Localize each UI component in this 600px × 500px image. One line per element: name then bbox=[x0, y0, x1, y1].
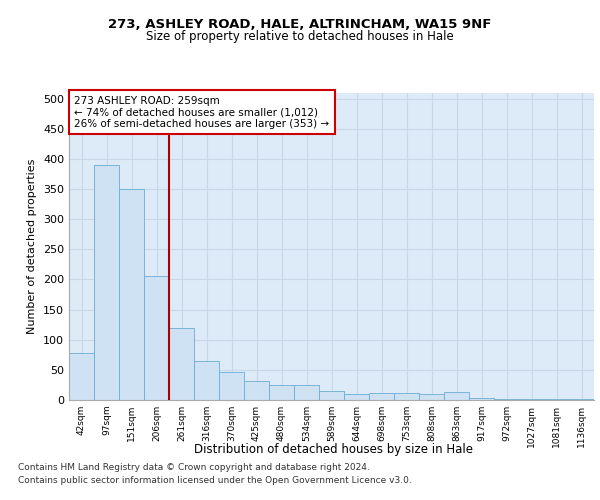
Text: Contains public sector information licensed under the Open Government Licence v3: Contains public sector information licen… bbox=[18, 476, 412, 485]
Bar bbox=[119, 189, 144, 400]
Bar bbox=[444, 392, 469, 400]
Bar bbox=[344, 394, 369, 400]
Bar bbox=[144, 276, 169, 400]
Bar bbox=[419, 394, 444, 400]
Text: 273 ASHLEY ROAD: 259sqm
← 74% of detached houses are smaller (1,012)
26% of semi: 273 ASHLEY ROAD: 259sqm ← 74% of detache… bbox=[74, 96, 329, 129]
Bar bbox=[294, 385, 319, 400]
Bar bbox=[69, 353, 94, 400]
Bar bbox=[169, 328, 194, 400]
Text: Distribution of detached houses by size in Hale: Distribution of detached houses by size … bbox=[194, 442, 473, 456]
Bar bbox=[269, 385, 294, 400]
Text: Contains HM Land Registry data © Crown copyright and database right 2024.: Contains HM Land Registry data © Crown c… bbox=[18, 462, 370, 471]
Bar bbox=[369, 393, 394, 400]
Bar bbox=[469, 398, 494, 400]
Bar bbox=[519, 399, 544, 400]
Y-axis label: Number of detached properties: Number of detached properties bbox=[28, 158, 37, 334]
Bar bbox=[319, 391, 344, 400]
Text: Size of property relative to detached houses in Hale: Size of property relative to detached ho… bbox=[146, 30, 454, 43]
Bar bbox=[494, 399, 519, 400]
Bar bbox=[219, 372, 244, 400]
Bar bbox=[194, 361, 219, 400]
Bar bbox=[394, 393, 419, 400]
Bar bbox=[244, 380, 269, 400]
Bar bbox=[94, 165, 119, 400]
Text: 273, ASHLEY ROAD, HALE, ALTRINCHAM, WA15 9NF: 273, ASHLEY ROAD, HALE, ALTRINCHAM, WA15… bbox=[109, 18, 491, 30]
